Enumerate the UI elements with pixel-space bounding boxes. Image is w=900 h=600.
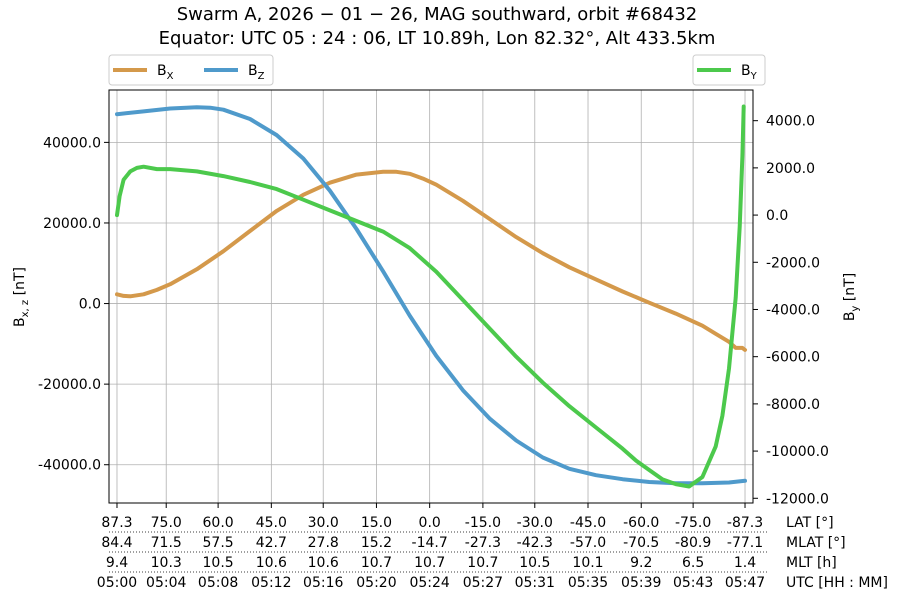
plot-area xyxy=(108,89,754,504)
right-y-tick-label: -6000.0 xyxy=(766,350,820,366)
x-tick-label: 10.7 xyxy=(361,555,392,571)
x-tick-label: 05:08 xyxy=(198,575,238,591)
x-tick-label: -45.0 xyxy=(570,515,606,531)
right-y-tick-label: 2000.0 xyxy=(766,161,815,177)
x-tick-label: 84.4 xyxy=(101,535,132,551)
right-y-tick-label: -12000.0 xyxy=(766,491,829,507)
legend-right: BY xyxy=(692,54,766,86)
x-tick-label: 05:31 xyxy=(515,575,555,591)
x-tick-label: 57.5 xyxy=(203,535,234,551)
x-tick-label: 60.0 xyxy=(203,515,234,531)
x-tick-label: 87.3 xyxy=(101,515,132,531)
left-y-tick-label: -40000.0 xyxy=(38,458,101,474)
x-tick-label: 05:12 xyxy=(251,575,291,591)
left-y-axis: -40000.0 -20000.0 0.0 20000.0 40000.0 xyxy=(38,135,109,474)
x-row-label: MLAT [°] xyxy=(786,535,846,551)
series-layer xyxy=(115,104,747,489)
legend-left: BX BZ xyxy=(108,54,274,86)
chart-title-line2: Equator: UTC 05 : 24 : 06, LT 10.89h, Lo… xyxy=(159,28,716,49)
x-tick-label: 10.7 xyxy=(467,555,498,571)
x-tick-label: -27.3 xyxy=(465,535,501,551)
x-tick-label: 05:16 xyxy=(303,575,343,591)
x-tick-label: 6.5 xyxy=(682,555,704,571)
legend-by-label: BY xyxy=(741,63,758,82)
x-tick-label: 10.6 xyxy=(256,555,287,571)
right-y-tick-label: -8000.0 xyxy=(766,397,820,413)
left-y-axis-label: Bx, z [nT] xyxy=(12,267,31,327)
x-tick-label: 9.4 xyxy=(106,555,128,571)
x-tick-label: 10.6 xyxy=(308,555,339,571)
x-tick-label: -14.7 xyxy=(412,535,448,551)
x-tick-label: 10.1 xyxy=(572,555,603,571)
left-y-tick-label: 40000.0 xyxy=(43,135,101,151)
x-tick-label: 30.0 xyxy=(308,515,339,531)
x-tick-label: 0.0 xyxy=(419,515,441,531)
x-tick-label: 75.0 xyxy=(151,515,182,531)
legend-bz-label: BZ xyxy=(248,63,265,82)
x-tick-label: 05:00 xyxy=(97,575,137,591)
x-tick-label: 05:43 xyxy=(673,575,713,591)
series-line-bz xyxy=(115,105,747,486)
x-tick-label: -87.3 xyxy=(727,515,763,531)
left-y-tick-label: 20000.0 xyxy=(43,216,101,232)
right-y-tick-label: -4000.0 xyxy=(766,302,820,318)
x-tick-label: -57.0 xyxy=(570,535,606,551)
x-tick-label: 27.8 xyxy=(308,535,339,551)
left-y-tick-label: -20000.0 xyxy=(38,377,101,393)
x-tick-label: -75.0 xyxy=(675,515,711,531)
x-tick-label: 05:39 xyxy=(621,575,661,591)
x-tick-label: 05:24 xyxy=(409,575,449,591)
x-tick-label: 45.0 xyxy=(256,515,287,531)
left-y-tick-label: 0.0 xyxy=(79,297,101,313)
x-tick-label: 05:47 xyxy=(725,575,765,591)
series-line-bx xyxy=(115,169,747,352)
x-tick-label: -42.3 xyxy=(517,535,553,551)
x-row-label: LAT [°] xyxy=(786,515,834,531)
x-row-label: MLT [h] xyxy=(786,555,837,571)
x-tick-label: 10.5 xyxy=(203,555,234,571)
x-tick-label: -80.9 xyxy=(675,535,711,551)
x-tick-label: 05:27 xyxy=(463,575,503,591)
right-y-tick-label: -10000.0 xyxy=(766,444,829,460)
right-y-tick-label: -2000.0 xyxy=(766,255,820,271)
x-tick-label: -60.0 xyxy=(623,515,659,531)
x-tick-label: 10.7 xyxy=(414,555,445,571)
x-tick-label: 10.3 xyxy=(151,555,182,571)
x-axis-multirow: 87.3 75.0 60.0 45.0 30.0 15.0 0.0 -15.0 -30.0 -45… xyxy=(97,503,888,591)
x-row-label: UTC [HH : MM] xyxy=(786,575,888,591)
x-tick-label: 42.7 xyxy=(256,535,287,551)
x-tick-label: -70.5 xyxy=(623,535,659,551)
x-tick-label: 71.5 xyxy=(151,535,182,551)
right-y-axis: -12000.0 -10000.0 -8000.0 -6000.0 -4000.0 -20… xyxy=(753,114,829,507)
x-tick-label: -30.0 xyxy=(517,515,553,531)
x-tick-label: 05:04 xyxy=(146,575,186,591)
x-tick-label: 05:20 xyxy=(356,575,396,591)
x-tick-label: 10.5 xyxy=(519,555,550,571)
x-tick-label: -15.0 xyxy=(465,515,501,531)
x-tick-label: 1.4 xyxy=(734,555,756,571)
x-tick-label: -77.1 xyxy=(727,535,763,551)
series-line-by xyxy=(115,104,746,489)
right-y-tick-label: 0.0 xyxy=(766,208,788,224)
x-tick-label: 9.2 xyxy=(630,555,652,571)
gridlines xyxy=(109,90,753,503)
right-y-axis-label: By [nT] xyxy=(842,273,861,321)
chart-title-line1: Swarm A, 2026 − 01 − 26, MAG southward, … xyxy=(177,4,698,25)
legend-bx-label: BX xyxy=(157,63,174,82)
x-tick-label: 15.0 xyxy=(361,515,392,531)
right-y-tick-label: 4000.0 xyxy=(766,114,815,130)
x-tick-label: 05:35 xyxy=(568,575,608,591)
x-tick-label: 15.2 xyxy=(361,535,392,551)
